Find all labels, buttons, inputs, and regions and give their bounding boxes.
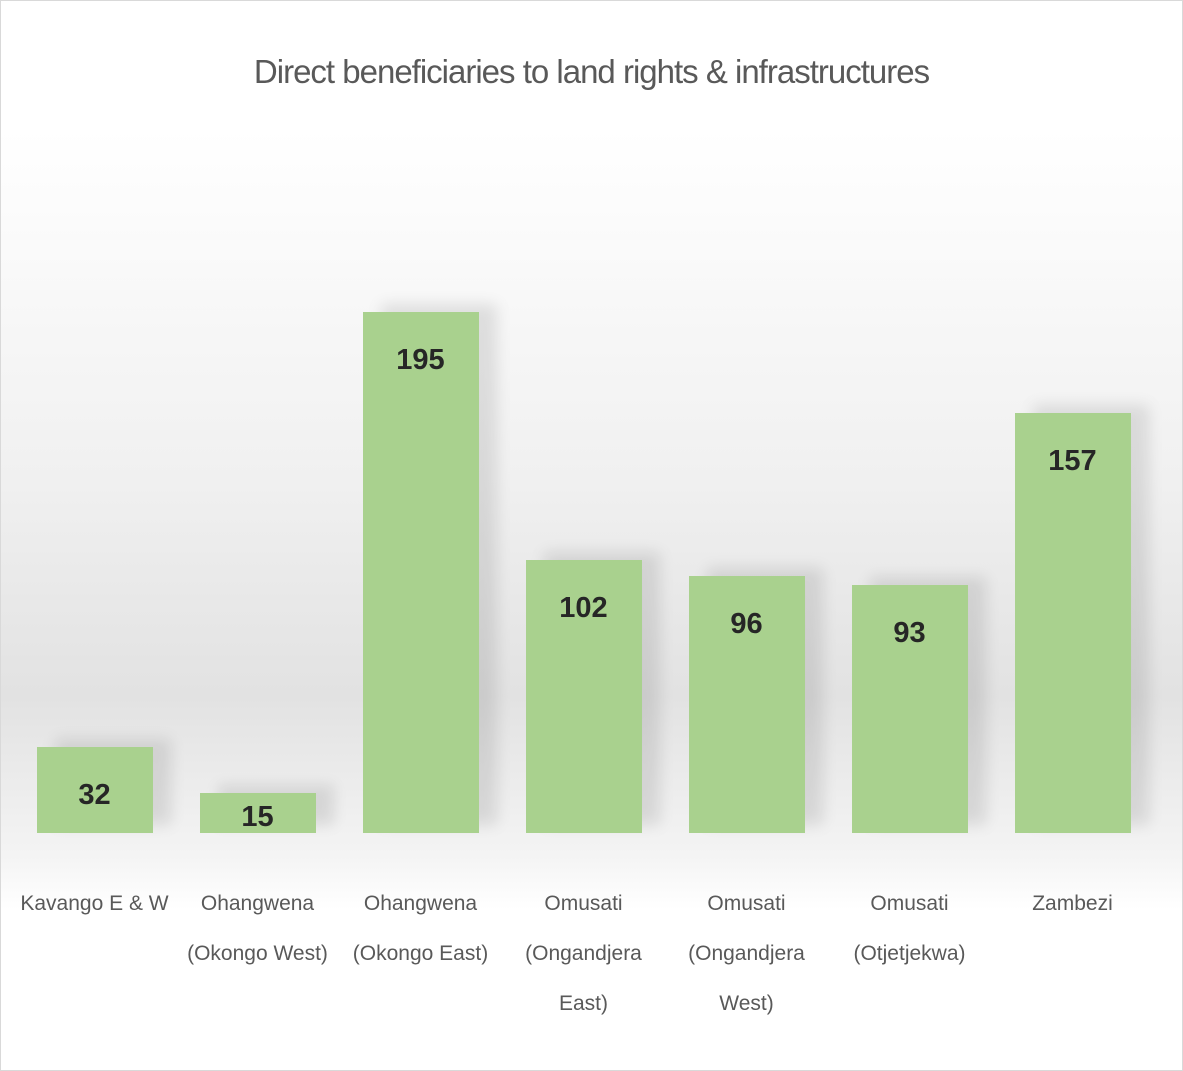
bar [525,560,642,833]
data-label: 157 [1048,445,1097,478]
data-label: 195 [396,343,445,376]
bar [199,792,316,833]
x-tick-label: Zambezi [1032,892,1113,915]
bar [1014,413,1131,833]
bar [36,747,153,833]
x-tick-label: Omusati (Ongandjera East) [525,892,642,1015]
data-label: 96 [730,608,763,641]
x-tick-label: Omusati (Otjetjekwa) [853,892,966,965]
chart-title: Direct beneficiaries to land rights & in… [253,53,930,90]
x-tick-label: Ohangwena (Okongo East) [352,892,489,965]
x-tick-label: Kavango E & W [20,892,169,915]
bar [851,584,968,833]
data-label: 15 [241,800,274,833]
data-label: 102 [559,592,608,625]
x-tick-label: Omusati (Ongandjera West) [688,892,805,1015]
bar [362,311,479,833]
data-label: 32 [78,779,111,812]
bar [688,576,805,833]
x-tick-label: Ohangwena (Okongo West) [187,892,328,965]
data-label: 93 [893,616,926,649]
